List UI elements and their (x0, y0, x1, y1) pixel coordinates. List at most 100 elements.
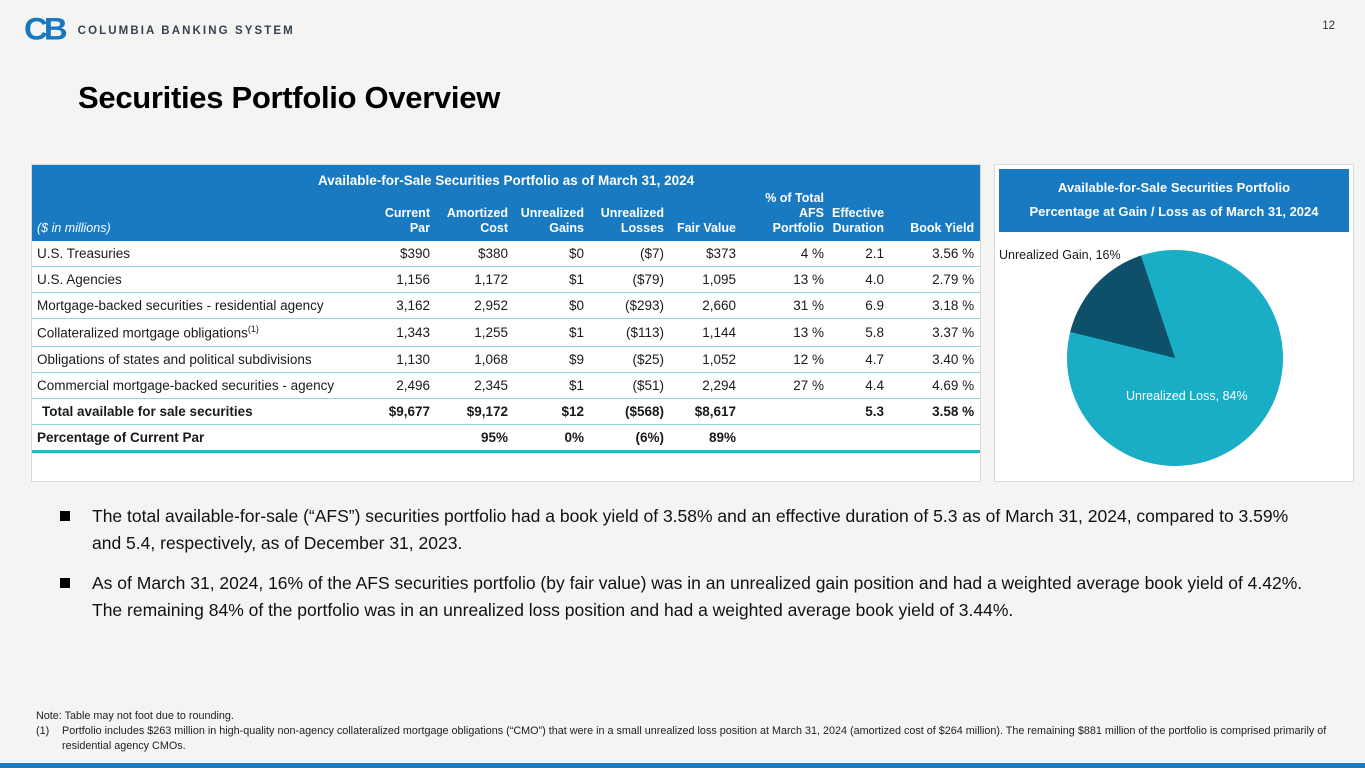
table-cell: ($293) (590, 292, 670, 320)
table-cell: 27 % (742, 372, 830, 399)
table-cell: 1,156 (362, 266, 436, 294)
table-cell: 3.58 % (890, 398, 981, 425)
table-cell (830, 424, 890, 453)
brand-header: CB COLUMBIA BANKING SYSTEM (24, 12, 295, 45)
table-cell: 3.37 % (890, 318, 981, 347)
column-header: Effective Duration (830, 189, 890, 242)
table-cell: 3.56 % (890, 241, 981, 268)
pie-chart-title: Available-for-Sale Securities Portfolio … (999, 169, 1349, 233)
table-cell: $9,172 (436, 398, 514, 425)
pie-chart-area: Unrealized Gain, 16% Unrealized Loss, 84… (995, 236, 1353, 494)
note-line: Note: Table may not foot due to rounding… (36, 709, 1351, 724)
table-cell: 1,172 (436, 266, 514, 294)
column-header: % of Total AFS Portfolio (742, 189, 830, 242)
table-cell: 1,343 (362, 318, 436, 347)
row-label: Percentage of Current Par (32, 424, 362, 453)
table-cell: 3,162 (362, 292, 436, 320)
column-header: Current Par (362, 189, 436, 242)
pie-title-line2: Percentage at Gain / Loss as of March 31… (1029, 204, 1319, 220)
pie-title-line1: Available-for-Sale Securities Portfolio (1057, 180, 1291, 195)
table-cell: ($79) (590, 266, 670, 294)
table-cell: 1,144 (670, 318, 742, 347)
table-row: Commercial mortgage-backed securities - … (32, 372, 981, 399)
table-cell: 13 % (742, 266, 830, 294)
table-cell: $1 (514, 372, 590, 399)
table-cell: 4.7 (830, 346, 890, 373)
bullet-square-icon (60, 578, 70, 589)
table-row: Total available for sale securities $9,67… (32, 398, 981, 425)
table-row: Obligations of states and political subd… (32, 346, 981, 373)
table-row: U.S. Treasuries $390 $380 $0 ($7) $373 4 % 2.1 3… (32, 241, 981, 268)
column-header: Amortized Cost (436, 189, 514, 242)
row-label: Mortgage-backed securities - residential… (32, 292, 362, 320)
table-row: Mortgage-backed securities - residential… (32, 292, 981, 320)
table-cell: ($568) (590, 398, 670, 425)
column-header: Book Yield (890, 189, 981, 242)
afs-table: Available-for-Sale Securities Portfolio … (32, 165, 981, 453)
column-header-row: ($ in millions) Current Par Amortized Cos… (32, 189, 981, 242)
table-cell: 6.9 (830, 292, 890, 320)
table-cell (890, 424, 981, 453)
table-cell: $1 (514, 266, 590, 294)
table-cell: 1,068 (436, 346, 514, 373)
table-cell: ($113) (590, 318, 670, 347)
brand-name: COLUMBIA BANKING SYSTEM (77, 24, 295, 37)
table-cell: 2,952 (436, 292, 514, 320)
table-row: U.S. Agencies 1,156 1,172 $1 ($79) 1,095 13 % 4… (32, 266, 981, 294)
table-cell: 4.4 (830, 372, 890, 399)
page-number: 12 (1322, 20, 1335, 32)
table-cell: $9 (514, 346, 590, 373)
bullet-text: The total available-for-sale (“AFS”) sec… (92, 506, 1289, 554)
table-cell: 2.79 % (890, 266, 981, 294)
row-label: Commercial mortgage-backed securities - … (32, 372, 362, 399)
gain-loss-panel: Available-for-Sale Securities Portfolio … (994, 164, 1354, 482)
table-cell: 12 % (742, 346, 830, 373)
gain-loss-pie (1067, 250, 1283, 467)
table-cell (742, 398, 830, 425)
table-cell: 4 % (742, 241, 830, 268)
bullet-text: As of March 31, 2024, 16% of the AFS sec… (92, 573, 1303, 621)
note-text: Note: Table may not foot due to rounding… (36, 710, 234, 722)
table-cell: 5.8 (830, 318, 890, 347)
bullet-square-icon (60, 511, 70, 521)
table-cell: $0 (514, 241, 590, 268)
bullet-list: The total available-for-sale (“AFS”) sec… (60, 503, 1310, 638)
table-cell: $8,617 (670, 398, 742, 425)
row-label: U.S. Treasuries (32, 241, 362, 268)
table-cell: 4.69 % (890, 372, 981, 399)
table-cell: 31 % (742, 292, 830, 320)
table-row: Collateralized mortgage obligations(1) 1,… (32, 318, 981, 347)
table-cell: 2,294 (670, 372, 742, 399)
table-cell (362, 424, 436, 453)
table-cell: 2,496 (362, 372, 436, 399)
table-cell: (6%) (590, 424, 670, 453)
table-cell: 1,095 (670, 266, 742, 294)
column-header: Unrealized Losses (590, 189, 670, 242)
table-cell: 2.1 (830, 241, 890, 268)
afs-table-panel: Available-for-Sale Securities Portfolio … (31, 164, 981, 482)
column-header: Fair Value (670, 189, 742, 242)
table-cell (742, 424, 830, 453)
table-cell: $373 (670, 241, 742, 268)
table-title: Available-for-Sale Securities Portfolio … (32, 165, 981, 189)
table-cell: 0% (514, 424, 590, 453)
table-cell: 13 % (742, 318, 830, 347)
table-cell: $0 (514, 292, 590, 320)
gain-slice-label: Unrealized Gain, 16% (999, 248, 1121, 263)
table-cell: $380 (436, 241, 514, 268)
table-cell: $1 (514, 318, 590, 347)
row-label: Collateralized mortgage obligations(1) (32, 318, 362, 347)
column-header: Unrealized Gains (514, 189, 590, 242)
table-cell: 89% (670, 424, 742, 453)
table-cell: $9,677 (362, 398, 436, 425)
table-cell: ($25) (590, 346, 670, 373)
footnotes: Note: Table may not foot due to rounding… (36, 709, 1351, 754)
bullet-item: The total available-for-sale (“AFS”) sec… (60, 503, 1310, 557)
note-marker: (1) (36, 725, 50, 738)
row-label: U.S. Agencies (32, 266, 362, 294)
footer-accent-bar (0, 763, 1365, 768)
bullet-item: As of March 31, 2024, 16% of the AFS sec… (60, 570, 1310, 624)
row-label: Total available for sale securities (32, 398, 362, 425)
table-cell: $390 (362, 241, 436, 268)
